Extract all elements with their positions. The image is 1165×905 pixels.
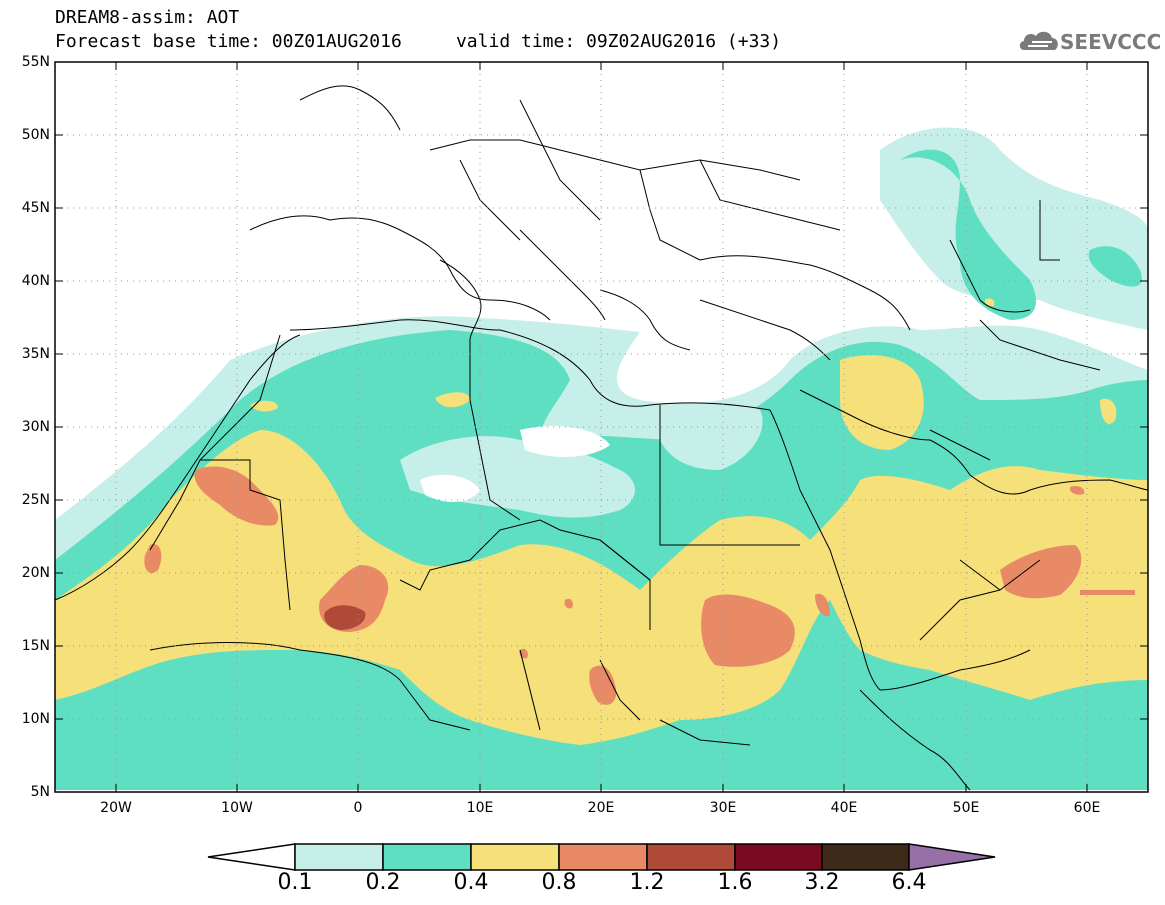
aot-clear-regions — [420, 425, 610, 502]
lat-label: 30N — [21, 419, 50, 435]
lat-label: 35N — [21, 346, 50, 362]
colorbar-label: 0.8 — [541, 870, 577, 895]
lon-label: 30E — [709, 800, 737, 816]
lon-label: 40E — [830, 800, 858, 816]
colorbar-bin-3 — [470, 843, 560, 871]
colorbar — [207, 843, 996, 871]
map-subtitle: Forecast base time: 00Z01AUG2016 valid t… — [55, 31, 782, 52]
colorbar-over-arrow — [908, 843, 996, 871]
lat-label: 15N — [21, 638, 50, 654]
lon-label: 60E — [1073, 800, 1101, 816]
colorbar-label: 6.4 — [891, 870, 927, 895]
aot-level-1-2 — [324, 605, 366, 630]
aot-level-0-4 — [55, 298, 1148, 745]
lon-label: 0 — [353, 800, 363, 816]
lat-label: 40N — [21, 273, 50, 289]
colorbar-label: 0.4 — [453, 870, 489, 895]
lon-label: 20E — [587, 800, 615, 816]
lat-label: 25N — [21, 492, 50, 508]
lat-label: 5N — [30, 784, 50, 800]
lon-label: 10W — [221, 800, 253, 816]
colorbar-bin-2 — [382, 843, 472, 871]
colorbar-label: 0.2 — [365, 870, 401, 895]
colorbar-bin-7 — [821, 843, 910, 871]
lat-label: 45N — [21, 200, 50, 216]
colorbar-under-arrow — [207, 843, 296, 871]
colorbar-label: 0.1 — [277, 870, 313, 895]
seevccc-logo-text: SEEVCCC — [1060, 30, 1162, 54]
lat-label: 10N — [21, 711, 50, 727]
colorbar-label: 3.2 — [804, 870, 840, 895]
cloud-logo-icon — [1019, 31, 1058, 50]
colorbar-bin-1 — [294, 843, 384, 871]
lat-label: 55N — [21, 54, 50, 70]
colorbar-label: 1.6 — [717, 870, 753, 895]
colorbar-label: 1.2 — [629, 870, 665, 895]
tick-marks — [55, 61, 1148, 793]
lon-label: 20W — [100, 800, 132, 816]
colorbar-bin-4 — [558, 843, 648, 871]
map-title: DREAM8-assim: AOT — [55, 7, 240, 28]
colorbar-bin-6 — [734, 843, 823, 871]
coastlines-borders — [54, 85, 1149, 791]
grid-lines — [55, 62, 1148, 792]
lat-label: 20N — [21, 565, 50, 581]
colorbar-bin-5 — [646, 843, 736, 871]
lon-label: 50E — [952, 800, 980, 816]
lat-label: 50N — [21, 127, 50, 143]
lon-label: 10E — [466, 800, 494, 816]
